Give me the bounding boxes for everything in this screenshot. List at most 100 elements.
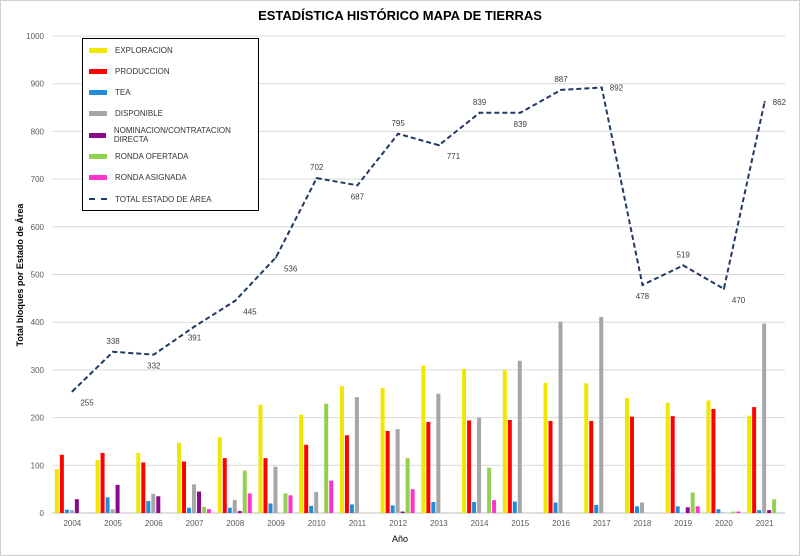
bar-exploracion-2008: [217, 437, 222, 513]
bar-disponible-2004: [69, 510, 74, 513]
legend-label: NOMINACION/CONTRATACION DIRECTA: [113, 126, 231, 145]
legend-label: RONDA OFERTADA: [115, 152, 189, 161]
legend-label: RONDA ASIGNADA: [115, 173, 187, 183]
bar-tea-2015: [512, 501, 517, 513]
legend-label: DISPONIBLE: [115, 109, 164, 119]
total-data-label: 478: [636, 292, 650, 301]
legend-item: EXPLORACION: [89, 44, 173, 56]
bar-exploracion-2019: [665, 402, 670, 513]
bar-nominacion-contratacion-directa-2004: [74, 499, 79, 513]
total-data-label: 470: [732, 296, 746, 305]
bar-ronda-asignada-2010: [329, 480, 334, 513]
x-tick-label: 2013: [430, 519, 448, 528]
bar-exploracion-2012: [380, 388, 385, 513]
total-data-label: 887: [554, 75, 568, 84]
total-data-label: 839: [473, 98, 487, 107]
legend-item: TOTAL ESTADO DE ÁREA: [89, 193, 212, 205]
bar-tea-2010: [309, 505, 314, 513]
bar-exploracion-2018: [624, 398, 629, 513]
x-tick-label: 2005: [104, 519, 122, 528]
bar-exploracion-2021: [747, 415, 752, 513]
x-tick-label: 2017: [593, 519, 611, 528]
bar-ronda-asignada-2008: [247, 493, 252, 513]
bar-ronda-ofertada-2010: [324, 403, 329, 513]
bar-tea-2004: [64, 509, 69, 513]
bar-produccion-2014: [467, 420, 472, 513]
total-point-2014: [478, 111, 481, 114]
bar-disponible-2009: [273, 466, 278, 513]
bar-exploracion-2006: [136, 452, 141, 513]
bar-disponible-2016: [558, 321, 563, 513]
bar-disponible-2017: [599, 316, 604, 513]
total-data-label: 332: [147, 362, 161, 371]
total-line: [71, 86, 766, 393]
legend-label: EXPLORACION: [115, 45, 173, 55]
y-tick-label: 900: [31, 80, 45, 89]
y-tick-label: 400: [31, 318, 45, 327]
total-point-2016: [560, 88, 563, 91]
bar-disponible-2018: [639, 502, 644, 513]
x-tick-label: 2020: [715, 519, 733, 528]
bar-disponible-2015: [517, 360, 522, 513]
y-tick-label: 800: [31, 127, 45, 136]
legend-swatch: [89, 132, 106, 138]
bar-ronda-asignada-2012: [410, 489, 415, 513]
legend-item: RONDA ASIGNADA: [89, 172, 187, 184]
legend-item: DISPONIBLE: [89, 108, 163, 120]
y-tick-label: 700: [31, 175, 45, 184]
x-tick-label: 2016: [552, 519, 570, 528]
bar-tea-2021: [757, 510, 762, 513]
bar-disponible-2013: [436, 393, 441, 513]
legend-item: PRODUCCION: [89, 65, 170, 77]
bar-ronda-asignada-2014: [492, 500, 497, 513]
bar-ronda-asignada-2009: [288, 495, 293, 513]
total-data-label: 862: [773, 98, 787, 107]
x-tick-label: 2014: [471, 519, 489, 528]
bar-ronda-ofertada-2019: [690, 492, 695, 513]
legend-label: PRODUCCION: [115, 66, 170, 76]
bar-exploracion-2020: [706, 400, 711, 513]
bar-tea-2009: [268, 503, 273, 513]
y-tick-label: 200: [31, 414, 45, 423]
bar-ronda-ofertada-2020: [731, 511, 736, 513]
total-point-2009: [274, 256, 277, 259]
y-tick-label: 1000: [26, 32, 44, 41]
bar-exploracion-2009: [258, 404, 263, 513]
bar-produccion-2008: [222, 458, 227, 513]
bar-ronda-ofertada-2008: [242, 470, 247, 513]
bar-nominacion-contratacion-directa-2006: [156, 496, 161, 513]
bar-ronda-asignada-2020: [736, 511, 741, 513]
total-data-label: 338: [106, 337, 120, 346]
bar-exploracion-2004: [54, 469, 59, 513]
bar-tea-2013: [431, 502, 436, 513]
bar-ronda-asignada-2007: [207, 509, 212, 513]
x-tick-label: 2012: [389, 519, 407, 528]
bar-tea-2014: [472, 502, 477, 513]
total-data-label: 839: [514, 120, 528, 129]
bar-produccion-2013: [426, 421, 431, 513]
bar-exploracion-2005: [95, 460, 100, 513]
bar-produccion-2005: [100, 452, 105, 513]
legend-swatch: [89, 175, 107, 181]
bar-tea-2011: [349, 504, 354, 513]
legend-swatch: [89, 68, 107, 74]
total-point-2007: [193, 325, 196, 328]
total-point-2019: [682, 264, 685, 267]
total-point-2015: [519, 111, 522, 114]
bar-produccion-2015: [507, 419, 512, 513]
y-tick-label: 600: [31, 223, 45, 232]
bar-produccion-2011: [344, 435, 349, 513]
x-tick-label: 2021: [756, 519, 774, 528]
bar-produccion-2019: [670, 416, 675, 513]
y-tick-label: 500: [31, 271, 45, 280]
y-tick-label: 100: [31, 461, 45, 470]
y-tick-label: 0: [40, 509, 45, 518]
legend-swatch: [89, 154, 107, 159]
legend-swatch: [89, 47, 107, 53]
bar-tea-2006: [146, 501, 151, 513]
total-data-label: 255: [80, 398, 94, 407]
x-tick-label: 2010: [308, 519, 326, 528]
bar-tea-2018: [634, 506, 639, 513]
bar-exploracion-2010: [299, 414, 304, 513]
bar-produccion-2016: [548, 420, 553, 513]
